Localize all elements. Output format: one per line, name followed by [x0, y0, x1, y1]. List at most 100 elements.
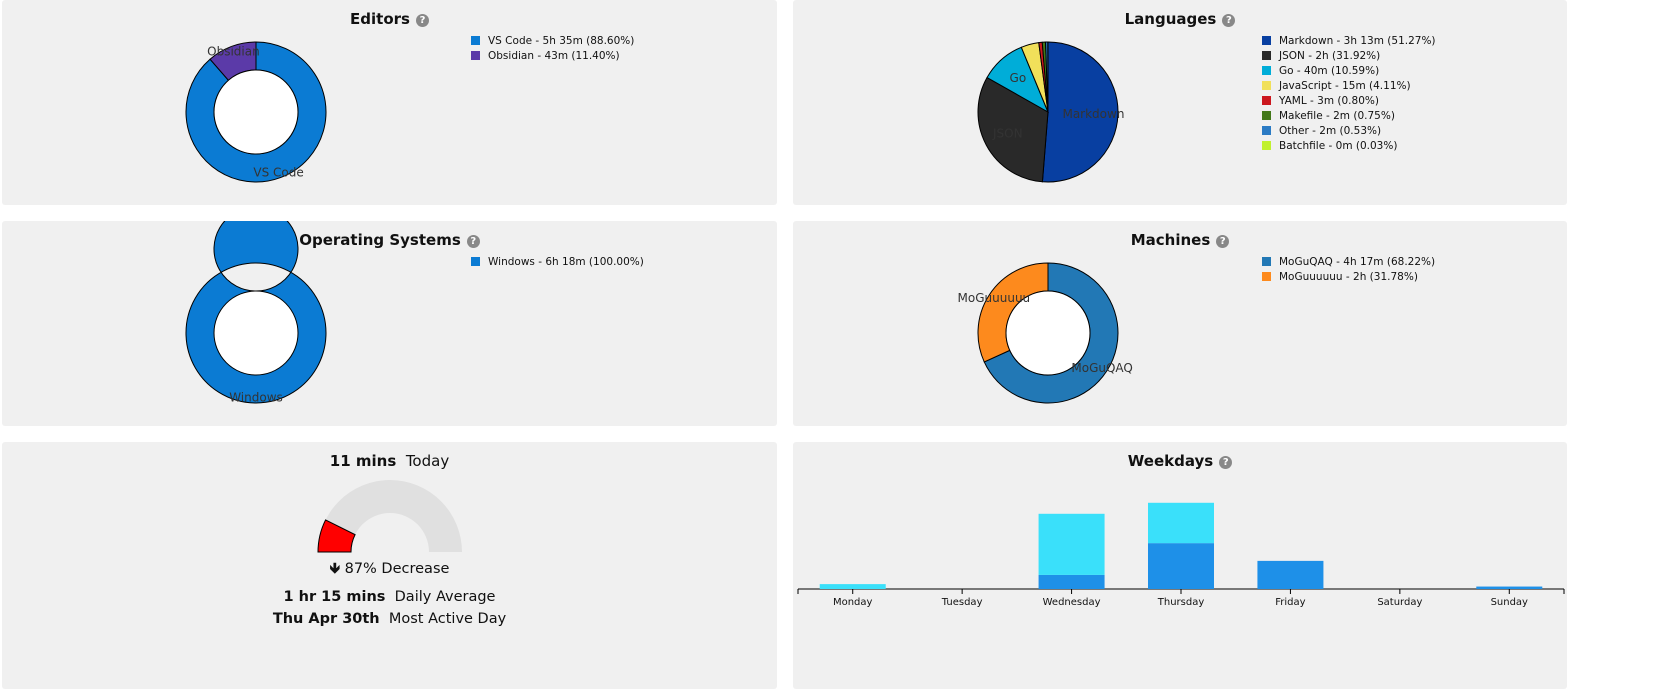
legend-item-yaml[interactable]: YAML - 3m (0.80%)	[1262, 94, 1436, 109]
bar-friday-s1[interactable]	[1257, 560, 1324, 589]
help-icon[interactable]: ?	[1219, 456, 1233, 469]
languages-pie-chart: Markdown JSON Go	[977, 41, 1124, 183]
legend-swatch	[1262, 141, 1271, 150]
languages-slice-label: JSON	[992, 126, 1023, 140]
editors-title-row: Editors?	[2, 10, 777, 28]
editors-slice-label: Obsidian	[207, 45, 260, 59]
weekdays-panel: Weekdays? Monday Tuesday Wednesday Thursday…	[793, 442, 1567, 689]
weekdays-title-row: Weekdays?	[793, 452, 1567, 470]
x-tick-label-thursday: Thursday	[1157, 597, 1205, 608]
x-tick-label-monday: Monday	[833, 597, 873, 608]
legend-label: Obsidian - 43m (11.40%)	[488, 50, 620, 62]
legend-label: Makefile - 2m (0.75%)	[1279, 110, 1395, 122]
bar-monday-s2[interactable]	[819, 584, 886, 589]
legend-item-vs-code[interactable]: VS Code - 5h 35m (88.60%)	[471, 34, 634, 49]
legend-swatch	[1262, 36, 1271, 45]
today-stat: 11 mins Today	[2, 452, 777, 470]
legend-swatch	[1262, 66, 1271, 75]
daily-average-stat: 1 hr 15 mins Daily Average	[2, 589, 777, 605]
machines-title-row: Machines?	[793, 231, 1567, 249]
legend-label: JSON - 2h (31.92%)	[1279, 50, 1381, 62]
bar-thursday-s2[interactable]	[1148, 502, 1214, 544]
legend-swatch	[1262, 111, 1271, 120]
help-icon[interactable]: ?	[415, 14, 429, 27]
daily-summary-panel: 11 mins Today 🡻 87% Decrease 1 hr 15 min…	[2, 442, 777, 689]
machines-donut-chart: MoGuQAQ MoGuuuuuu	[958, 262, 1133, 404]
legend-swatch	[1262, 96, 1271, 105]
machines-panel: Machines? MoGuQAQ MoGuuuuuu MoGuQAQ - 4h …	[793, 221, 1567, 426]
legend-label: VS Code - 5h 35m (88.60%)	[488, 35, 635, 47]
most-active-day-label: Most Active Day	[388, 611, 507, 627]
languages-legend: Markdown - 3h 13m (51.27%) JSON - 2h (31.…	[1262, 34, 1436, 154]
legend-item-makefile[interactable]: Makefile - 2m (0.75%)	[1262, 109, 1436, 124]
x-tick-label-tuesday: Tuesday	[941, 597, 983, 608]
languages-slice-json[interactable]	[977, 76, 1049, 183]
editors-title: Editors	[350, 10, 410, 28]
change-text: 87% Decrease	[344, 561, 450, 577]
legend-item-moguqaq[interactable]: MoGuQAQ - 4h 17m (68.22%)	[1262, 255, 1435, 270]
legend-item-moguuuuuu[interactable]: MoGuuuuuu - 2h (31.78%)	[1262, 270, 1435, 285]
legend-label: JavaScript - 15m (4.11%)	[1279, 80, 1411, 92]
languages-slice-label: Go	[1010, 71, 1027, 85]
help-icon[interactable]: ?	[466, 235, 480, 248]
most-active-day-value: Thu Apr 30th	[272, 611, 380, 627]
legend-label: Batchfile - 0m (0.03%)	[1279, 140, 1398, 152]
x-tick-label-sunday: Sunday	[1491, 597, 1528, 608]
legend-swatch	[471, 51, 480, 60]
legend-item-javascript[interactable]: JavaScript - 15m (4.11%)	[1262, 79, 1436, 94]
os-title: Operating Systems	[299, 231, 461, 249]
today-label: Today	[405, 452, 450, 470]
legend-item-json[interactable]: JSON - 2h (31.92%)	[1262, 49, 1436, 64]
machines-donut-hole	[1005, 290, 1091, 376]
legend-swatch	[1262, 51, 1271, 60]
legend-label: YAML - 3m (0.80%)	[1279, 95, 1379, 107]
os-title-row: Operating Systems?	[2, 231, 777, 249]
legend-item-obsidian[interactable]: Obsidian - 43m (11.40%)	[471, 49, 634, 64]
today-value: 11 mins	[329, 452, 397, 470]
bar-wednesday-s2[interactable]	[1038, 513, 1105, 575]
x-tick-label-wednesday: Wednesday	[1043, 597, 1101, 608]
most-active-day-stat: Thu Apr 30th Most Active Day	[2, 611, 777, 627]
legend-swatch	[1262, 126, 1271, 135]
languages-title-row: Languages?	[793, 10, 1567, 28]
legend-swatch	[471, 257, 480, 266]
editors-donut-hole	[213, 69, 299, 155]
legend-label: Other - 2m (0.53%)	[1279, 125, 1382, 137]
legend-swatch	[1262, 257, 1271, 266]
machines-legend: MoGuQAQ - 4h 17m (68.22%) MoGuuuuuu - 2h …	[1262, 255, 1435, 285]
arrow-down-icon: 🡻	[329, 561, 340, 577]
legend-swatch	[1262, 81, 1271, 90]
editors-panel: Editors? VS Code Obsidian VS Code - 5h 35…	[2, 0, 777, 205]
gauge-fill	[317, 519, 356, 553]
legend-swatch	[471, 36, 480, 45]
legend-item-markdown[interactable]: Markdown - 3h 13m (51.27%)	[1262, 34, 1436, 49]
legend-label: Go - 40m (10.59%)	[1279, 65, 1380, 77]
weekdays-bar-chart: Monday Tuesday Wednesday Thursday Friday Satu…	[797, 502, 1565, 608]
bar-sunday-s1[interactable]	[1476, 586, 1543, 589]
legend-label: Markdown - 3h 13m (51.27%)	[1279, 35, 1436, 47]
bar-thursday-s1[interactable]	[1148, 543, 1214, 589]
machines-slice-label: MoGuuuuuu	[958, 291, 1031, 305]
help-icon[interactable]: ?	[1216, 235, 1230, 248]
languages-slice-markdown[interactable]	[1041, 41, 1119, 183]
machines-slice-label: MoGuQAQ	[1071, 361, 1133, 375]
today-gauge	[317, 480, 462, 553]
bar-wednesday-s1[interactable]	[1038, 574, 1105, 589]
change-stat: 🡻 87% Decrease	[2, 558, 777, 583]
legend-item-go[interactable]: Go - 40m (10.59%)	[1262, 64, 1436, 79]
os-donut-hole	[213, 290, 299, 376]
languages-slice-label: Markdown	[1062, 107, 1124, 121]
legend-item-other[interactable]: Other - 2m (0.53%)	[1262, 124, 1436, 139]
x-tick-label-friday: Friday	[1275, 597, 1305, 608]
daily-average-value: 1 hr 15 mins	[283, 589, 386, 605]
legend-swatch	[1262, 272, 1271, 281]
machines-title: Machines	[1130, 231, 1211, 249]
x-tick-label-saturday: Saturday	[1377, 597, 1422, 608]
editors-legend: VS Code - 5h 35m (88.60%) Obsidian - 43m …	[471, 34, 634, 64]
legend-label: Windows - 6h 18m (100.00%)	[488, 256, 644, 268]
legend-item-windows[interactable]: Windows - 6h 18m (100.00%)	[471, 255, 644, 270]
weekdays-title: Weekdays	[1127, 452, 1214, 470]
editors-donut-chart: VS Code Obsidian	[185, 41, 327, 183]
legend-item-batchfile[interactable]: Batchfile - 0m (0.03%)	[1262, 139, 1436, 154]
help-icon[interactable]: ?	[1222, 14, 1236, 27]
